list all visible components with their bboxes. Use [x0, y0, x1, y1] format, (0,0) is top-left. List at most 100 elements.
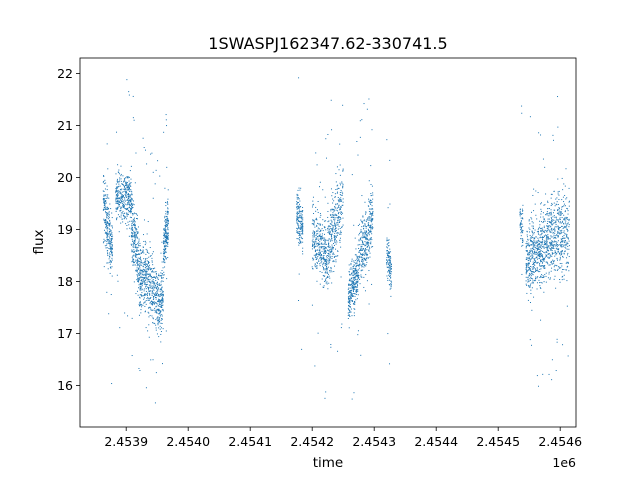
data-point: [315, 267, 317, 269]
data-point: [339, 199, 341, 201]
data-point: [333, 244, 335, 246]
data-point: [313, 247, 315, 249]
data-point: [536, 268, 538, 270]
data-point: [131, 194, 133, 196]
data-point: [530, 240, 532, 242]
data-point: [541, 229, 543, 231]
data-point: [362, 244, 364, 246]
data-point: [528, 245, 530, 247]
data-point: [313, 258, 315, 260]
data-point: [299, 238, 301, 240]
data-point: [147, 262, 149, 264]
data-point: [550, 260, 552, 262]
data-point: [353, 392, 355, 394]
data-point: [151, 290, 153, 292]
data-point: [158, 275, 160, 277]
data-point: [144, 263, 146, 265]
data-point: [372, 208, 374, 210]
data-point: [335, 240, 337, 242]
data-point: [144, 288, 146, 290]
data-point: [127, 315, 129, 317]
data-point: [389, 248, 391, 250]
data-point: [354, 278, 356, 280]
data-point: [331, 220, 333, 222]
data-point: [146, 251, 148, 253]
data-point: [390, 273, 392, 275]
data-point: [354, 269, 356, 271]
data-point: [301, 230, 303, 232]
data-point: [349, 310, 351, 312]
data-point: [138, 253, 140, 255]
data-point: [156, 275, 158, 277]
data-point: [125, 192, 127, 194]
data-point: [319, 223, 321, 225]
data-point: [539, 255, 541, 257]
data-point: [330, 252, 332, 254]
data-point: [557, 235, 559, 237]
data-point: [297, 225, 299, 227]
data-point: [134, 264, 136, 266]
data-point: [297, 223, 299, 225]
data-point: [334, 241, 336, 243]
y-tick-label: 21: [57, 118, 73, 133]
data-point: [321, 243, 323, 245]
data-point: [350, 284, 352, 286]
data-point: [349, 292, 351, 294]
data-point: [323, 252, 325, 254]
data-point: [143, 219, 145, 221]
data-point: [353, 281, 355, 283]
data-point: [150, 268, 152, 270]
data-point: [349, 298, 351, 300]
data-point: [318, 247, 320, 249]
data-point: [530, 237, 532, 239]
data-point: [555, 254, 557, 256]
data-point: [546, 225, 548, 227]
data-point: [549, 226, 551, 228]
data-point: [328, 220, 330, 222]
data-point: [358, 267, 360, 269]
data-point: [119, 210, 121, 212]
data-point: [538, 279, 540, 281]
data-point: [322, 248, 324, 250]
data-point: [370, 243, 372, 245]
data-point: [135, 255, 137, 257]
data-point: [139, 296, 141, 298]
data-point: [150, 309, 152, 311]
data-point: [167, 218, 169, 220]
data-point: [105, 222, 107, 224]
data-point: [142, 280, 144, 282]
data-point: [567, 265, 569, 267]
data-point: [152, 318, 154, 320]
data-point: [330, 346, 332, 348]
data-point: [337, 219, 339, 221]
data-point: [165, 119, 167, 121]
data-point: [354, 303, 356, 305]
data-point: [109, 245, 111, 247]
data-point: [368, 216, 370, 218]
data-point: [328, 260, 330, 262]
data-point: [537, 241, 539, 243]
data-point: [355, 248, 357, 250]
data-point: [133, 249, 135, 251]
data-point: [390, 251, 392, 253]
data-point: [139, 245, 141, 247]
data-point: [541, 236, 543, 238]
data-point: [371, 218, 373, 220]
data-point: [387, 252, 389, 254]
data-point: [547, 212, 549, 214]
data-point: [134, 250, 136, 252]
data-point: [104, 219, 106, 220]
data-point: [557, 208, 559, 210]
data-point: [116, 178, 118, 180]
data-point: [129, 202, 131, 204]
data-point: [319, 186, 321, 188]
data-point: [133, 251, 135, 253]
data-point: [327, 229, 329, 231]
data-point: [356, 141, 358, 142]
data-point: [108, 243, 110, 245]
data-point: [353, 269, 355, 271]
data-point: [521, 231, 523, 233]
data-point: [362, 262, 364, 264]
data-point: [540, 227, 542, 229]
data-point: [547, 257, 549, 259]
